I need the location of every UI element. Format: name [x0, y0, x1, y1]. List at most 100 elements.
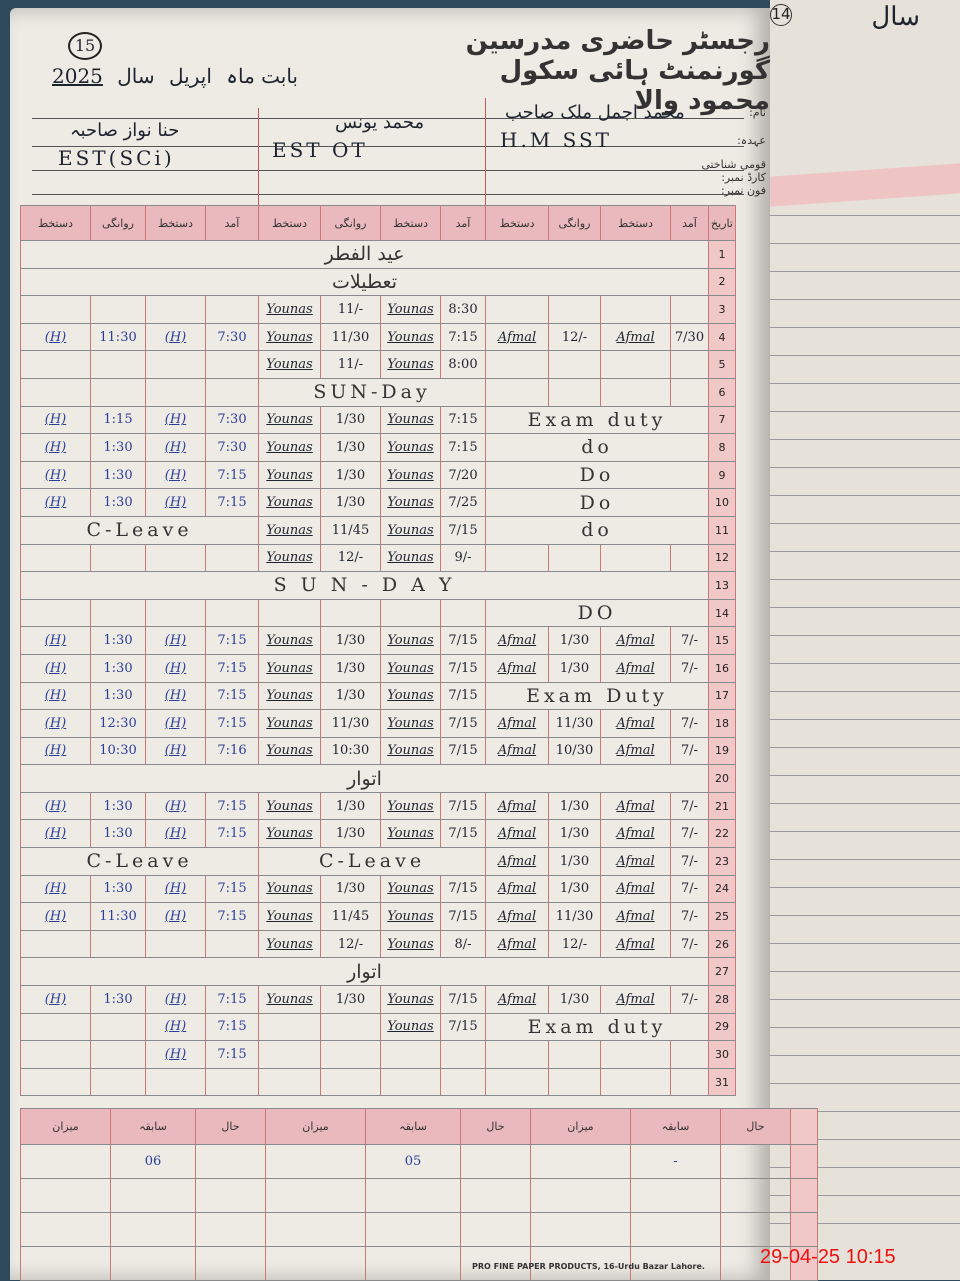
departure-cell: 1/30	[320, 681, 381, 711]
attendance-row: Younas 11/- Younas 8:00 5	[20, 350, 736, 379]
signature-cell: Younas	[258, 929, 321, 959]
date-cell: 22	[708, 819, 736, 849]
arrival-cell: 7/15	[440, 1012, 486, 1042]
attendance-row: 31	[20, 1067, 736, 1097]
summary-value	[720, 1144, 791, 1179]
attendance-row: (H) 1:30 (H) 7:15 Younas 1/30 Younas 7/15 Afmal 1…	[20, 791, 736, 821]
signature-cell: Younas	[380, 322, 441, 352]
departure-cell: 1:30	[90, 819, 146, 849]
departure-cell	[548, 377, 601, 407]
attendance-row: (H) 1:15 (H) 7:30 Younas 1/30 Younas 7:15 Exam d…	[20, 405, 736, 435]
summary-empty-cell	[630, 1212, 721, 1247]
departure-cell	[90, 377, 146, 407]
signature-cell: (H)	[145, 791, 206, 821]
attendance-row: SUN-Day 6	[20, 377, 736, 407]
date-cell: 13	[708, 571, 736, 600]
merged-note: C-Leave	[20, 515, 259, 545]
arrival-cell: 7:15	[205, 626, 259, 655]
signature-cell: (H)	[145, 433, 206, 462]
departure-cell: 1:30	[90, 791, 146, 821]
signature-cell	[258, 598, 321, 628]
signature-cell: Afmal	[485, 819, 549, 849]
signature-cell: Younas	[380, 350, 441, 379]
summary-empty-cell	[365, 1178, 461, 1213]
summary-empty-cell	[460, 1212, 531, 1247]
summary-header: میزان	[265, 1108, 366, 1145]
summary-header: میزان	[530, 1108, 631, 1145]
attendance-row: اتوار 20	[20, 764, 736, 793]
arrival-cell: 7/30	[670, 322, 709, 352]
merged-note: do	[485, 433, 709, 462]
signature-cell: Younas	[380, 488, 441, 517]
date-cell: 20	[708, 764, 736, 793]
signature-cell: Younas	[258, 460, 321, 490]
summary-value	[20, 1144, 111, 1179]
signature-cell	[258, 1012, 321, 1042]
signature-cell: Younas	[380, 515, 441, 545]
signature-cell: Afmal	[485, 902, 549, 931]
arrival-cell	[670, 1040, 709, 1069]
arrival-cell: 7/15	[440, 709, 486, 738]
departure-cell	[90, 1067, 146, 1097]
date-cell: 21	[708, 791, 736, 821]
departure-cell: 1/30	[548, 791, 601, 821]
signature-cell: (H)	[20, 405, 91, 435]
attendance-row: (H) 12:30 (H) 7:15 Younas 11/30 Younas 7/15 Afma…	[20, 709, 736, 738]
signature-cell: Younas	[380, 543, 441, 573]
signature-cell: Younas	[380, 709, 441, 738]
departure-cell: 11/-	[320, 295, 381, 324]
arrival-cell	[670, 377, 709, 407]
signature-cell: Younas	[258, 819, 321, 849]
attendance-row: (H) 1:30 (H) 7:15 Younas 1/30 Younas 7/15 Afmal 1…	[20, 985, 736, 1014]
column-header: دستخط	[145, 205, 206, 241]
holiday-note: تعطیلات	[20, 267, 709, 297]
date-cell: 25	[708, 902, 736, 931]
summary-value	[530, 1144, 631, 1179]
signature-cell: (H)	[145, 874, 206, 904]
signature-cell: (H)	[20, 626, 91, 655]
attendance-row: (H) 1:30 (H) 7:15 Younas 1/30 Younas 7/15 Exam D…	[20, 681, 736, 711]
arrival-cell: 7:15	[440, 405, 486, 435]
summary-value: 05	[365, 1144, 461, 1179]
merged-note: Exam duty	[485, 405, 709, 435]
signature-cell	[145, 350, 206, 379]
attendance-row: (H) 1:30 (H) 7:15 Younas 1/30 Younas 7/20 Do 9	[20, 460, 736, 490]
signature-cell: Afmal	[600, 626, 671, 655]
departure-cell	[90, 350, 146, 379]
departure-cell: 1:30	[90, 626, 146, 655]
arrival-cell: 7/15	[440, 736, 486, 766]
signature-cell	[485, 1040, 549, 1069]
departure-cell: 1:30	[90, 985, 146, 1014]
departure-cell: 1/30	[548, 847, 601, 876]
signature-cell	[145, 543, 206, 573]
departure-cell	[548, 1040, 601, 1069]
arrival-cell: 7/15	[440, 902, 486, 931]
signature-cell	[380, 1040, 441, 1069]
attendance-row: (H) 1:30 (H) 7:15 Younas 1/30 Younas 7/15 Afmal 1…	[20, 819, 736, 849]
arrival-cell: 7/-	[670, 847, 709, 876]
date-cell: 5	[708, 350, 736, 379]
attendance-row: Younas 12/- Younas 9/- 12	[20, 543, 736, 573]
signature-cell: (H)	[145, 681, 206, 711]
signature-cell: Younas	[380, 1012, 441, 1042]
date-cell: 26	[708, 929, 736, 959]
summary-empty-cell	[365, 1246, 461, 1281]
arrival-cell: 7:30	[205, 405, 259, 435]
date-cell: 11	[708, 515, 736, 545]
arrival-cell	[440, 1040, 486, 1069]
arrival-cell: 7/15	[440, 681, 486, 711]
summary-empty-cell	[530, 1246, 631, 1281]
departure-cell	[90, 598, 146, 628]
signature-cell	[380, 1067, 441, 1097]
date-cell: 6	[708, 377, 736, 407]
arrival-cell	[205, 1067, 259, 1097]
signature-cell: Younas	[258, 295, 321, 324]
departure-cell: 1:15	[90, 405, 146, 435]
date-cell: 31	[708, 1067, 736, 1097]
departure-cell: 12/-	[320, 929, 381, 959]
departure-cell: 12/-	[320, 543, 381, 573]
departure-cell	[548, 1067, 601, 1097]
register-subtitle: بابت ماہ اپریل سال 2025	[48, 64, 728, 88]
signature-cell: Younas	[380, 295, 441, 324]
signature-cell: Younas	[380, 791, 441, 821]
